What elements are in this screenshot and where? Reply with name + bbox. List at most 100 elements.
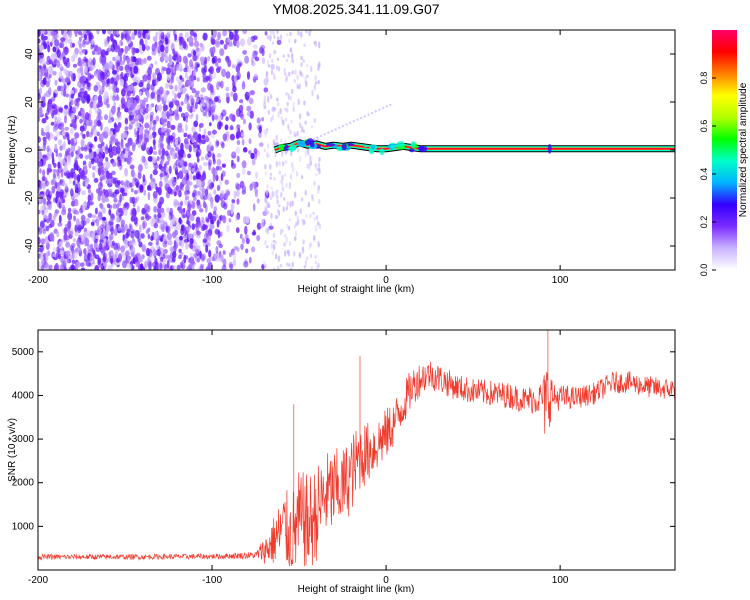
spectrogram-noise-cell [70,93,75,99]
spectrogram-noise-cell [242,30,248,35]
spectrogram-noise-cell [301,247,305,254]
spectrogram-noise-cell [161,147,166,157]
spectrogram-noise-cell [152,72,157,81]
spectrogram-noise-cell [261,117,264,122]
spectrogram-noise-cell [266,95,270,103]
spectrogram-noise-cell [197,133,202,140]
spectrogram-noise-cell [228,218,232,223]
spectrogram-noise-cell [184,198,188,207]
spectrogram-noise-cell [85,154,89,159]
spectrogram-noise-cell [285,77,288,83]
spectrogram-noise-cell [101,195,107,204]
spectrogram-noise-cell [63,35,69,44]
spectrogram-noise-cell [309,213,312,218]
spectrogram-noise-cell [281,120,284,124]
spectrogram-noise-cell [207,212,213,220]
spectrogram-noise-cell [236,172,241,178]
spectrogram-noise-cell [42,228,46,235]
spectrogram-noise-cell [217,113,223,123]
spectrogram-noise-cell [141,156,146,163]
spectrogram-noise-cell [217,31,221,41]
spectrogram-noise-cell [129,224,133,232]
spectrogram-noise-cell [124,150,129,159]
spectrogram-noise-cell [41,96,46,104]
spectrogram-noise-cell [235,183,241,191]
spectrogram-noise-cell [119,193,122,203]
spectrogram-noise-cell [298,83,301,90]
spectrogram-noise-cell [244,225,248,235]
spectrogram-noise-cell [82,133,86,139]
spectrogram-noise-cell [296,215,299,221]
spectrogram-noise-cell [75,218,80,228]
spectrogram-noise-cell [131,32,136,41]
spectrogram-noise-cell [158,30,164,37]
spectrogram-noise-cell [184,195,190,201]
spectrogram-noise-cell [298,113,302,120]
spectrogram-noise-cell [167,254,171,260]
spectrogram-noise-cell [38,236,41,245]
spectrogram-noise-cell [191,88,197,94]
spectrogram-noise-cell [265,189,269,194]
spectrogram-noise-cell [264,240,267,246]
spectrogram-noise-cell [302,129,305,134]
spectrogram-noise-cell [291,70,294,75]
spectrogram-noise-cell [148,248,153,258]
spectrogram-noise-cell [57,253,62,260]
spectrogram-noise-cell [246,71,251,80]
spectrogram-noise-cell [210,182,215,189]
snr-plot: -200 -100 0 100 1000 2000 3000 4000 5000 Height … [7,329,676,595]
spectrogram-noise-cell [236,198,240,205]
spectrogram-noise-cell [287,53,290,58]
spectrogram-noise-cell [216,65,222,71]
spectrogram-noise-cell [90,192,94,201]
spectrogram-noise-cell [281,186,285,192]
spectrogram-noise-cell [130,169,135,178]
spectrogram-noise-cell [199,208,204,213]
spectrogram-noise-cell [288,71,291,77]
spectrogram-noise-cell [80,131,84,136]
spectrogram-noise-cell [57,222,63,227]
spectrogram-noise-cell [166,73,171,81]
spectrogram-noise-cell [293,236,297,242]
spectrogram-noise-cell [87,113,91,121]
spectrogram-noise-cell [193,40,200,48]
spectrogram-noise-cell [102,207,107,212]
snr-series-line [38,330,675,567]
spectrogram-noise-cell [82,49,86,54]
spectrogram-noise-cell [274,253,278,260]
spectrogram-noise-cell [44,112,48,119]
spectrogram-noise-cell [273,74,276,81]
spectrogram-noise-cell [274,190,277,196]
spectrogram-noise-cell [195,164,198,172]
spectrogram-noise-cell [171,151,175,159]
spectrogram-noise-cell [163,176,168,183]
spectrogram-noise-cell [69,230,74,236]
spectrogram-noise-cell [58,241,63,249]
spectrogram-noise-cell [193,30,199,33]
spectrogram-noise-cell [70,90,75,95]
spectrogram-noise-cell [59,41,65,49]
spectrogram-noise-cell [297,98,300,106]
spectrogram-noise-cell [139,108,144,114]
spectrogram-noise-cell [77,70,81,80]
spectrogram-noise-cell [209,48,213,54]
spectrogram-noise-cell [264,31,268,36]
spectrogram-noise-cell [38,108,44,116]
spectrogram-noise-cell [105,223,110,233]
spectrogram-noise-cell [192,54,198,62]
spectrogram-noise-cell [102,174,105,181]
spectrogram-noise-cell [288,184,292,190]
spectrogram-noise-cell [271,190,274,198]
spectrogram-noise-cell [73,30,79,35]
spectrogram-noise-cell [274,214,278,220]
spectrogram-noise-cell [270,186,273,190]
spectrogram-noise-cell [138,254,143,263]
spectrogram-noise-cell [77,61,83,67]
spectrogram-noise-cell [138,114,143,120]
spectrogram-noise-cell [212,55,218,64]
spectrogram-noise-cell [264,131,267,138]
spectrogram-noise-cell [239,180,245,189]
snr-xlabel: Height of straight line (km) [298,584,415,595]
spectrogram-noise-cell [91,248,95,254]
spectrogram-noise-cell [197,148,202,157]
